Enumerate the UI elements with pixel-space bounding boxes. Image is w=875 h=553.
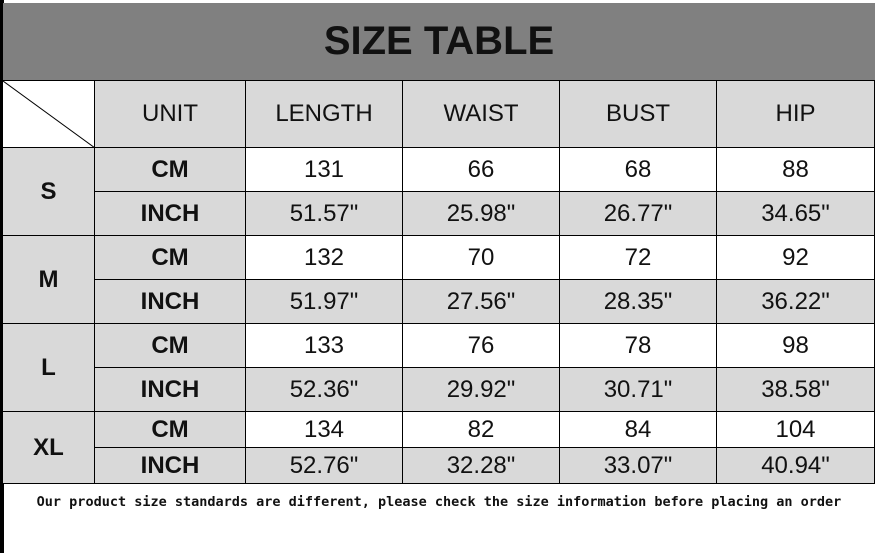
value-cell: 36.22" — [717, 280, 875, 324]
left-border — [0, 0, 4, 553]
value-cell: 68 — [560, 148, 717, 192]
value-cell: 134 — [246, 412, 403, 448]
value-cell: 132 — [246, 236, 403, 280]
value-cell: 52.76" — [246, 448, 403, 484]
value-cell: 52.36" — [246, 368, 403, 412]
value-cell: 51.57" — [246, 192, 403, 236]
unit-cell: CM — [95, 412, 246, 448]
value-cell: 29.92" — [403, 368, 560, 412]
value-cell: 32.28" — [403, 448, 560, 484]
value-cell: 70 — [403, 236, 560, 280]
value-cell: 82 — [403, 412, 560, 448]
value-cell: 98 — [717, 324, 875, 368]
value-cell: 92 — [717, 236, 875, 280]
value-cell: 40.94" — [717, 448, 875, 484]
value-cell: 34.65" — [717, 192, 875, 236]
value-cell: 66 — [403, 148, 560, 192]
column-header: UNIT — [95, 81, 246, 148]
size-label: L — [3, 324, 95, 412]
size-label: M — [3, 236, 95, 324]
size-label: S — [3, 148, 95, 236]
value-cell: 78 — [560, 324, 717, 368]
value-cell: 76 — [403, 324, 560, 368]
value-cell: 133 — [246, 324, 403, 368]
unit-cell: INCH — [95, 368, 246, 412]
value-cell: 72 — [560, 236, 717, 280]
size-label: XL — [3, 412, 95, 484]
footer-note: Our product size standards are different… — [36, 494, 842, 510]
value-cell: 25.98" — [403, 192, 560, 236]
unit-cell: CM — [95, 236, 246, 280]
unit-cell: INCH — [95, 280, 246, 324]
value-cell: 27.56" — [403, 280, 560, 324]
value-cell: 38.58" — [717, 368, 875, 412]
value-cell: 51.97" — [246, 280, 403, 324]
unit-cell: CM — [95, 324, 246, 368]
value-cell: 104 — [717, 412, 875, 448]
value-cell: 84 — [560, 412, 717, 448]
column-header: BUST — [560, 81, 717, 148]
column-header: WAIST — [403, 81, 560, 148]
value-cell: 30.71" — [560, 368, 717, 412]
column-header: LENGTH — [246, 81, 403, 148]
value-cell: 88 — [717, 148, 875, 192]
value-cell: 131 — [246, 148, 403, 192]
unit-cell: INCH — [95, 448, 246, 484]
value-cell: 28.35" — [560, 280, 717, 324]
value-cell: 33.07" — [560, 448, 717, 484]
corner-cell — [3, 80, 95, 148]
page-title: SIZE TABLE — [3, 3, 875, 81]
column-header: HIP — [717, 81, 875, 148]
unit-cell: INCH — [95, 192, 246, 236]
diagonal-line — [3, 80, 94, 148]
value-cell: 26.77" — [560, 192, 717, 236]
unit-cell: CM — [95, 148, 246, 192]
